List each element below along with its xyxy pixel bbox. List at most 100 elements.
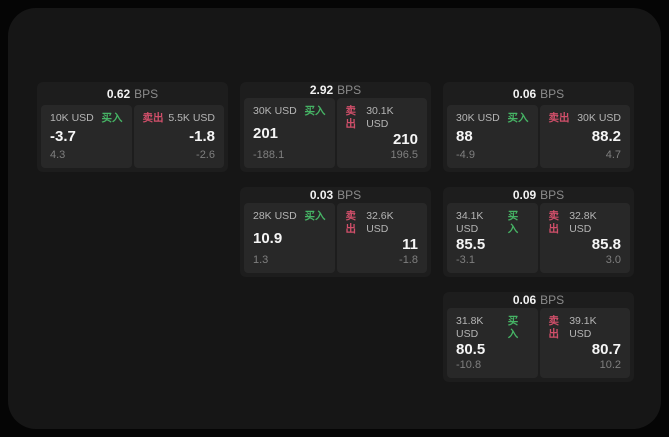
quote-cards-grid: 0.62 BPS 10K USD 买入 -3.7 4.3 卖出 5.5K USD… bbox=[37, 82, 634, 382]
sell-side-tag: 卖出 bbox=[548, 210, 560, 235]
sell-price-value: 80.7 bbox=[591, 341, 621, 358]
sell-price-value: 85.8 bbox=[591, 236, 621, 253]
sell-secondary-value: 10.2 bbox=[599, 359, 621, 371]
sell-side-tag: 卖出 bbox=[345, 105, 357, 130]
sell-quote-panel[interactable]: 卖出 30.1K USD 210 196.5 bbox=[336, 98, 427, 168]
sell-quote-panel[interactable]: 卖出 39.1K USD 80.7 10.2 bbox=[539, 308, 630, 378]
buy-quote-panel[interactable]: 10K USD 买入 -3.7 4.3 bbox=[41, 105, 132, 168]
buy-panel-header: 30K USD 买入 bbox=[253, 105, 326, 118]
buy-amount: 34.1K USD bbox=[456, 210, 484, 235]
buy-quote-panel[interactable]: 31.8K USD 买入 80.5 -10.8 bbox=[447, 308, 538, 378]
quote-card: 0.62 BPS 10K USD 买入 -3.7 4.3 卖出 5.5K USD… bbox=[37, 82, 228, 172]
sell-panel-header: 卖出 39.1K USD bbox=[549, 315, 622, 341]
bps-unit-label: BPS bbox=[540, 86, 565, 101]
sell-secondary-value: 3.0 bbox=[605, 254, 621, 266]
bps-value: 0.62 bbox=[106, 86, 131, 101]
sell-price-value: 88.2 bbox=[591, 128, 621, 145]
buy-price-value: 10.9 bbox=[253, 229, 283, 247]
sell-panel-header: 卖出 30.1K USD bbox=[346, 105, 419, 131]
buy-quote-panel[interactable]: 30K USD 买入 88 -4.9 bbox=[447, 105, 538, 168]
buy-secondary-value: 4.3 bbox=[50, 149, 66, 161]
buy-secondary-value: -3.1 bbox=[456, 254, 475, 266]
buy-amount: 10K USD bbox=[50, 112, 94, 124]
card-body: 30K USD 买入 201 -188.1 卖出 30.1K USD 210 1… bbox=[240, 98, 431, 172]
buy-quote-panel[interactable]: 30K USD 买入 201 -188.1 bbox=[244, 98, 335, 168]
buy-price-value: 201 bbox=[253, 124, 279, 142]
buy-price-value: -3.7 bbox=[50, 128, 76, 145]
sell-quote-panel[interactable]: 卖出 32.8K USD 85.8 3.0 bbox=[539, 203, 630, 273]
sell-amount: 32.8K USD bbox=[569, 210, 597, 235]
card-header: 2.92 BPS bbox=[240, 82, 431, 98]
buy-amount: 30K USD bbox=[253, 105, 297, 117]
card-header: 0.06 BPS bbox=[443, 292, 634, 308]
buy-amount: 28K USD bbox=[253, 210, 297, 222]
card-body: 28K USD 买入 10.9 1.3 卖出 32.6K USD 11 -1.8 bbox=[240, 203, 431, 277]
bps-unit-label: BPS bbox=[134, 86, 159, 101]
card-header: 0.03 BPS bbox=[240, 187, 431, 203]
buy-panel-header: 28K USD 买入 bbox=[253, 210, 326, 223]
buy-secondary-value: 1.3 bbox=[253, 254, 269, 266]
buy-secondary-value: -188.1 bbox=[253, 149, 285, 161]
buy-side-tag: 买入 bbox=[304, 105, 326, 117]
buy-side-tag: 买入 bbox=[507, 315, 519, 340]
buy-panel-header: 34.1K USD 买入 bbox=[456, 210, 529, 236]
quote-card: 0.06 BPS 31.8K USD 买入 80.5 -10.8 卖出 39.1… bbox=[443, 292, 634, 382]
bps-value: 0.06 bbox=[512, 86, 537, 101]
sell-quote-panel[interactable]: 卖出 5.5K USD -1.8 -2.6 bbox=[133, 105, 224, 168]
card-body: 30K USD 买入 88 -4.9 卖出 30K USD 88.2 4.7 bbox=[443, 105, 634, 172]
buy-panel-header: 30K USD 买入 bbox=[456, 112, 529, 125]
card-header: 0.62 BPS bbox=[37, 82, 228, 105]
sell-amount: 5.5K USD bbox=[168, 112, 215, 124]
buy-secondary-value: -4.9 bbox=[456, 149, 475, 161]
quote-card: 0.09 BPS 34.1K USD 买入 85.5 -3.1 卖出 32.8K… bbox=[443, 187, 634, 277]
card-body: 31.8K USD 买入 80.5 -10.8 卖出 39.1K USD 80.… bbox=[443, 308, 634, 382]
sell-amount: 30K USD bbox=[577, 112, 621, 124]
bps-unit-label: BPS bbox=[337, 83, 362, 97]
buy-panel-header: 31.8K USD 买入 bbox=[456, 315, 529, 341]
buy-amount: 30K USD bbox=[456, 112, 500, 124]
buy-price-value: 88 bbox=[456, 128, 473, 145]
bps-value: 0.03 bbox=[309, 188, 334, 202]
quote-card: 2.92 BPS 30K USD 买入 201 -188.1 卖出 30.1K … bbox=[240, 82, 431, 172]
sell-panel-header: 卖出 32.8K USD bbox=[549, 210, 622, 236]
sell-secondary-value: 196.5 bbox=[390, 149, 418, 161]
card-body: 10K USD 买入 -3.7 4.3 卖出 5.5K USD -1.8 -2.… bbox=[37, 105, 228, 172]
sell-panel-header: 卖出 32.6K USD bbox=[346, 210, 419, 236]
sell-secondary-value: 4.7 bbox=[605, 149, 621, 161]
sell-side-tag: 卖出 bbox=[345, 210, 357, 235]
bps-unit-label: BPS bbox=[337, 188, 362, 202]
sell-secondary-value: -2.6 bbox=[196, 149, 215, 161]
buy-price-value: 85.5 bbox=[456, 236, 486, 253]
buy-side-tag: 买入 bbox=[101, 112, 123, 124]
buy-quote-panel[interactable]: 34.1K USD 买入 85.5 -3.1 bbox=[447, 203, 538, 273]
buy-secondary-value: -10.8 bbox=[456, 359, 482, 371]
bps-unit-label: BPS bbox=[540, 188, 565, 202]
quote-card: 0.06 BPS 30K USD 买入 88 -4.9 卖出 30K USD 8… bbox=[443, 82, 634, 172]
card-body: 34.1K USD 买入 85.5 -3.1 卖出 32.8K USD 85.8… bbox=[443, 203, 634, 277]
sell-amount: 32.6K USD bbox=[366, 210, 394, 235]
buy-side-tag: 买入 bbox=[507, 112, 529, 124]
sell-quote-panel[interactable]: 卖出 30K USD 88.2 4.7 bbox=[539, 105, 630, 168]
sell-amount: 39.1K USD bbox=[569, 315, 597, 340]
buy-quote-panel[interactable]: 28K USD 买入 10.9 1.3 bbox=[244, 203, 335, 273]
buy-side-tag: 买入 bbox=[507, 210, 519, 235]
sell-side-tag: 卖出 bbox=[548, 315, 560, 340]
sell-price-value: 11 bbox=[402, 236, 418, 253]
sell-panel-header: 卖出 30K USD bbox=[549, 112, 622, 125]
sell-price-value: 210 bbox=[392, 131, 418, 148]
buy-side-tag: 买入 bbox=[304, 210, 326, 222]
sell-side-tag: 卖出 bbox=[548, 112, 570, 124]
card-header: 0.09 BPS bbox=[443, 187, 634, 203]
bps-value: 0.09 bbox=[512, 188, 537, 202]
quotes-panel-container: 0.62 BPS 10K USD 买入 -3.7 4.3 卖出 5.5K USD… bbox=[8, 8, 661, 429]
sell-amount: 30.1K USD bbox=[366, 105, 394, 130]
sell-price-value: -1.8 bbox=[189, 128, 215, 145]
sell-quote-panel[interactable]: 卖出 32.6K USD 11 -1.8 bbox=[336, 203, 427, 273]
buy-amount: 31.8K USD bbox=[456, 315, 484, 340]
bps-value: 0.06 bbox=[512, 293, 537, 307]
bps-unit-label: BPS bbox=[540, 293, 565, 307]
card-header: 0.06 BPS bbox=[443, 82, 634, 105]
sell-secondary-value: -1.8 bbox=[399, 254, 418, 266]
quote-card: 0.03 BPS 28K USD 买入 10.9 1.3 卖出 32.6K US… bbox=[240, 187, 431, 277]
